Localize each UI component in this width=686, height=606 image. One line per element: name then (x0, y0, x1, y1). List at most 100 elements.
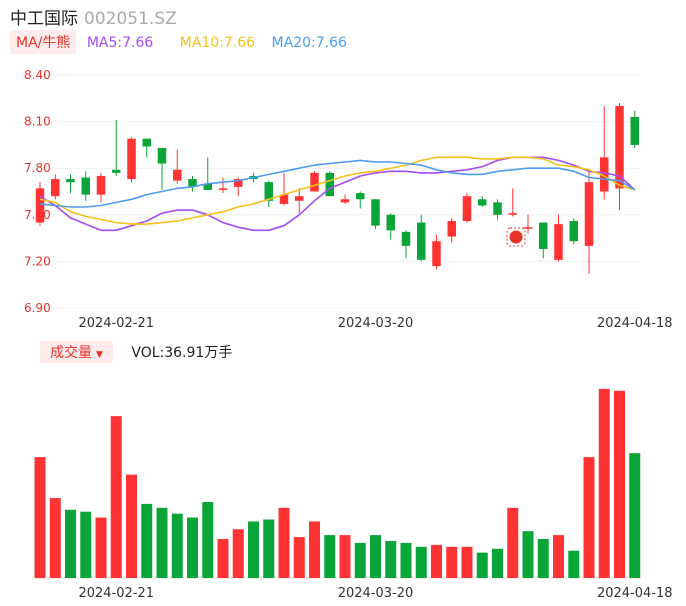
volume-bar (522, 531, 534, 578)
ma10-value: MA10:7.66 (179, 35, 256, 51)
date-tick-label: 2024-02-21 (78, 316, 154, 331)
candle-up (127, 138, 136, 180)
candle-up (447, 221, 456, 237)
candlesticks (35, 102, 639, 274)
stock-title: 中工国际 002051.SZ (10, 4, 177, 29)
volume-indicator-bar: 成交量 ▼ VOL:36.91万手 (40, 341, 232, 363)
candle-down (371, 199, 380, 226)
volume-bar (583, 457, 595, 578)
volume-bar (110, 416, 122, 578)
candle-up (218, 188, 228, 190)
volume-bar (553, 535, 564, 578)
volume-bar (507, 507, 519, 578)
volume-bar (278, 507, 290, 578)
price-tick-label: 8.40 (24, 68, 51, 82)
volume-bar (156, 507, 168, 578)
volume-bar (263, 519, 275, 578)
candle-up (462, 196, 472, 222)
volume-bar (415, 546, 427, 578)
volume-bar (400, 542, 412, 578)
stock-name: 中工国际 (10, 9, 78, 29)
candle-up (615, 106, 624, 189)
candle-up (173, 169, 182, 181)
candle-down (630, 116, 639, 145)
volume-bar (187, 517, 198, 578)
candle-down (417, 222, 426, 260)
volume-bar (324, 535, 336, 578)
candle-down (142, 138, 151, 147)
volume-bar (141, 503, 153, 578)
event-marker-icon (509, 230, 523, 244)
ma-indicator-bar: MA/牛熊 MA5:7.66 MA10:7.66 MA20:7.66 (10, 30, 347, 54)
candle-up (279, 194, 289, 204)
date-tick-label: 2024-04-18 (597, 586, 673, 601)
volume-bar (65, 509, 76, 578)
candle-down (188, 179, 197, 187)
candle-up (584, 182, 594, 246)
dropdown-arrow-icon: ▼ (96, 350, 103, 360)
ma20-line (39, 159, 636, 208)
date-tick-label: 2024-03-20 (338, 586, 414, 601)
volume-bar (309, 521, 320, 578)
ma20-value: MA20:7.66 (271, 35, 347, 51)
volume-bar (537, 539, 549, 578)
event-marker[interactable] (506, 227, 526, 247)
volume-bar (95, 517, 107, 578)
volume-bar (171, 513, 183, 578)
volume-bar (217, 539, 229, 578)
candle-down (264, 182, 273, 201)
volume-bar (476, 552, 488, 578)
candle-down (493, 202, 502, 215)
candle-up (600, 157, 609, 192)
volume-indicator-selector[interactable]: 成交量 ▼ (40, 341, 113, 363)
candle-down (401, 231, 411, 246)
volume-value: VOL:36.91万手 (131, 345, 233, 361)
price-tick-label: 7.20 (24, 254, 51, 268)
candle-up (508, 213, 517, 215)
volume-bar (461, 546, 473, 578)
ma5-value: MA5:7.66 (86, 35, 154, 51)
candle-down (539, 222, 548, 249)
candle-up (310, 172, 319, 192)
volume-bar (80, 511, 92, 578)
volume-bar (202, 501, 214, 578)
ma10-line (39, 156, 636, 225)
volume-bar (354, 542, 366, 578)
ma-indicator-selector[interactable]: MA/牛熊 (10, 30, 77, 54)
candle-up (295, 196, 304, 201)
volume-bar (385, 540, 397, 578)
candle-down (66, 179, 75, 183)
candle-up (523, 227, 533, 229)
candle-down (203, 183, 212, 190)
volume-bar (370, 535, 381, 578)
candle-down (325, 172, 334, 197)
price-tick-label: 7.80 (24, 161, 51, 175)
volume-bar (34, 457, 46, 578)
price-tick-label: 8.10 (24, 115, 51, 129)
candle-down (81, 177, 90, 195)
price-tick-label: 6.90 (24, 301, 51, 315)
candle-down (569, 221, 578, 242)
volume-bar (431, 544, 442, 578)
volume-bar (248, 521, 259, 578)
candle-down (112, 169, 121, 173)
volume-tag-label: 成交量 (50, 345, 92, 361)
date-tick-label: 2024-03-20 (338, 316, 414, 331)
candle-up (340, 199, 350, 203)
candle-up (234, 179, 243, 187)
volume-bar (614, 390, 625, 578)
candle-up (432, 241, 441, 267)
moving-average-lines (39, 156, 636, 232)
volume-bar (629, 453, 641, 578)
candle-up (51, 179, 60, 197)
date-tick-label: 2024-02-21 (78, 586, 154, 601)
volume-bar (126, 474, 137, 578)
date-axis-labels: 2024-02-21 2024-03-20 2024-04-18 2024-02-21… (78, 316, 672, 601)
candle-down (386, 214, 395, 231)
volume-bar (568, 550, 580, 578)
candle-down (356, 193, 365, 200)
volume-bar (339, 535, 351, 578)
volume-bar (446, 546, 458, 578)
candle-up (35, 188, 45, 223)
